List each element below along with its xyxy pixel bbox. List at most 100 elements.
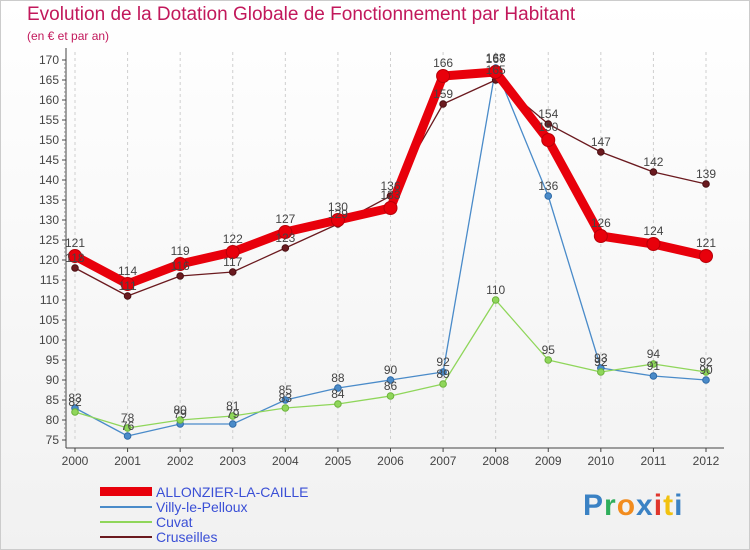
data-label: 85 (279, 383, 293, 397)
data-label: 166 (433, 56, 453, 70)
y-tick-label: 145 (39, 153, 59, 167)
data-point (702, 376, 710, 384)
y-tick-label: 155 (39, 113, 59, 127)
data-label: 94 (647, 347, 661, 361)
data-label: 147 (591, 135, 611, 149)
data-point (702, 368, 710, 376)
legend-label: Cuvat (156, 514, 193, 530)
data-point (386, 392, 395, 400)
data-point (649, 372, 658, 380)
x-tick-label: 2002 (167, 454, 194, 468)
data-point (71, 408, 79, 416)
x-tick-label: 2010 (587, 454, 614, 468)
data-point (597, 368, 605, 376)
x-tick-label: 2005 (325, 454, 352, 468)
data-label: 91 (647, 359, 661, 373)
data-point (281, 396, 290, 404)
logo-letter: P (583, 489, 605, 522)
data-label: 168 (486, 51, 506, 65)
legend-swatch (100, 506, 152, 508)
data-point (173, 257, 188, 271)
data-point (491, 296, 500, 304)
data-point (383, 201, 398, 215)
data-label: 92 (594, 355, 608, 369)
data-point (541, 133, 556, 147)
data-point (71, 264, 79, 272)
data-label: 93 (594, 351, 608, 365)
legend-item: Cruseilles (100, 529, 400, 545)
logo-letter: r (604, 489, 617, 522)
legend-swatch (100, 487, 152, 496)
data-point (649, 360, 658, 368)
data-point (439, 100, 447, 108)
y-tick-label: 125 (39, 233, 59, 247)
data-label: 117 (223, 255, 242, 269)
data-label: 118 (65, 251, 84, 265)
data-label: 92 (699, 355, 713, 369)
y-tick-label: 100 (39, 333, 59, 347)
chart-subtitle: (en € et par an) (27, 29, 110, 43)
data-label: 159 (433, 87, 453, 101)
data-label: 79 (173, 407, 187, 421)
y-tick-label: 90 (46, 373, 60, 387)
x-tick-label: 2008 (482, 454, 509, 468)
data-point (436, 69, 451, 83)
x-tick-label: 2012 (693, 454, 720, 468)
y-tick-label: 165 (39, 73, 59, 87)
data-label: 122 (223, 232, 243, 246)
data-label: 124 (643, 224, 663, 238)
y-tick-label: 160 (39, 93, 59, 107)
data-point (120, 277, 135, 291)
legend-swatch (100, 521, 152, 523)
y-tick-label: 150 (39, 133, 59, 147)
legend-label: ALLONZIER-LA-CAILLE (156, 484, 309, 500)
data-label: 110 (486, 283, 505, 297)
data-point (544, 192, 553, 200)
data-point (228, 420, 237, 428)
x-tick-label: 2003 (219, 454, 246, 468)
data-point (225, 245, 240, 259)
data-label: 90 (699, 363, 713, 377)
logo-letter: i (674, 489, 684, 522)
data-point (649, 168, 658, 176)
legend-label: Villy-le-Pelloux (156, 499, 248, 515)
data-label: 142 (643, 155, 663, 169)
legend-item: ALLONZIER-LA-CAILLE (100, 484, 400, 500)
data-label: 150 (538, 120, 558, 134)
y-tick-label: 80 (46, 413, 60, 427)
x-tick-label: 2009 (535, 454, 562, 468)
data-label: 88 (331, 371, 345, 385)
data-label: 121 (65, 236, 85, 250)
data-point (699, 249, 713, 263)
data-point (123, 424, 132, 432)
data-label: 84 (331, 387, 345, 401)
data-point (228, 412, 237, 420)
y-tick-label: 95 (46, 353, 60, 367)
data-label: 116 (171, 259, 190, 273)
x-tick-label: 2004 (272, 454, 299, 468)
data-point (334, 400, 342, 408)
data-point (593, 229, 608, 243)
data-point (68, 249, 82, 263)
x-tick-label: 2001 (114, 454, 141, 468)
x-tick-label: 2011 (641, 454, 667, 468)
x-tick-label: 2006 (377, 454, 404, 468)
data-point (439, 380, 447, 388)
data-point (544, 356, 553, 364)
data-label: 79 (226, 407, 240, 421)
data-label: 76 (121, 419, 135, 433)
data-label: 111 (118, 279, 137, 293)
y-tick-label: 120 (39, 253, 59, 267)
data-label: 92 (436, 355, 450, 369)
data-label: 82 (68, 395, 82, 409)
data-label: 78 (121, 411, 135, 425)
data-label: 95 (542, 343, 556, 357)
data-point (439, 368, 447, 376)
data-label: 90 (384, 363, 398, 377)
data-point (278, 225, 293, 239)
data-label: 121 (696, 236, 716, 250)
data-point (330, 213, 345, 227)
x-tick-label: 2000 (62, 454, 89, 468)
data-point (281, 244, 290, 252)
